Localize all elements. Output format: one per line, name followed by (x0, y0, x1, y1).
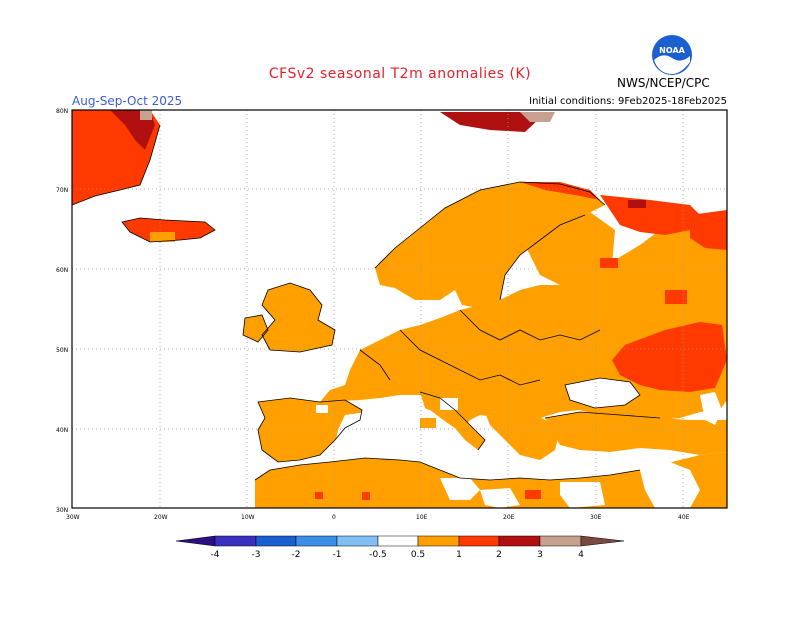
lon-label: 0 (332, 514, 336, 521)
legend-tick: 2 (496, 550, 502, 560)
noaa-logo-icon: NOAA (652, 35, 692, 75)
legend-tick: 3 (537, 550, 543, 560)
legend-swatch-lt-4 (175, 535, 216, 547)
lon-label: 30E (590, 514, 602, 521)
iberia-anomaly (258, 398, 362, 462)
legend-swatch (498, 535, 541, 547)
italy-anomaly (420, 392, 485, 450)
legend-swatch (336, 535, 379, 547)
lon-label: 40E (678, 514, 690, 521)
lat-label: 50N (56, 347, 68, 354)
europe-anomaly (320, 215, 727, 432)
lon-label: 10W (241, 514, 255, 521)
legend-tick: 1 (456, 550, 462, 560)
legend-tick: -1 (333, 550, 342, 560)
initial-conditions-label: Initial conditions: 9Feb2025-18Feb2025 (529, 96, 727, 107)
season-label: Aug-Sep-Oct 2025 (72, 94, 183, 108)
lat-label: 30N (56, 507, 68, 514)
lon-label: 20E (503, 514, 515, 521)
iceland-anomaly (122, 218, 215, 242)
coastlines (72, 124, 661, 481)
legend-tick: 0.5 (411, 550, 425, 560)
legend-swatch (255, 535, 297, 547)
legend-tick: -3 (252, 550, 261, 560)
british-isles-anomaly (262, 283, 335, 352)
legend-swatch (295, 535, 338, 547)
legend-swatch-gt-4 (580, 535, 625, 547)
turkey-anomaly (545, 412, 727, 455)
legend-swatch (417, 535, 460, 547)
lon-label: 30W (66, 514, 80, 521)
black-sea (565, 378, 640, 408)
lat-label: 70N (56, 187, 68, 194)
svalbard-anomaly (440, 112, 540, 132)
legend-swatch (539, 535, 582, 547)
legend-swatch (214, 535, 257, 547)
map-title: CFSv2 seasonal T2m anomalies (K) (268, 66, 532, 82)
svg-text:NOAA: NOAA (659, 46, 685, 55)
legend-swatch (377, 535, 419, 547)
legend-tick: -4 (211, 550, 220, 560)
lat-label: 60N (56, 267, 68, 274)
legend-tick: -2 (292, 550, 301, 560)
agency-label: NWS/NCEP/CPC (617, 76, 710, 90)
lon-label: 20W (154, 514, 168, 521)
lon-label: 10E (416, 514, 428, 521)
mediterranean-sea (335, 405, 640, 476)
legend-swatch (458, 535, 500, 547)
balkans-anomaly (480, 400, 560, 460)
legend-tick: 4 (578, 550, 584, 560)
lat-label: 40N (56, 427, 68, 434)
ukraine-red-anomaly (612, 322, 727, 392)
legend-tick: -0.5 (369, 550, 387, 560)
lat-label: 80N (56, 108, 68, 115)
color-legend: -4 -3 -2 -1 -0.5 0.5 1 2 3 4 (175, 535, 625, 560)
